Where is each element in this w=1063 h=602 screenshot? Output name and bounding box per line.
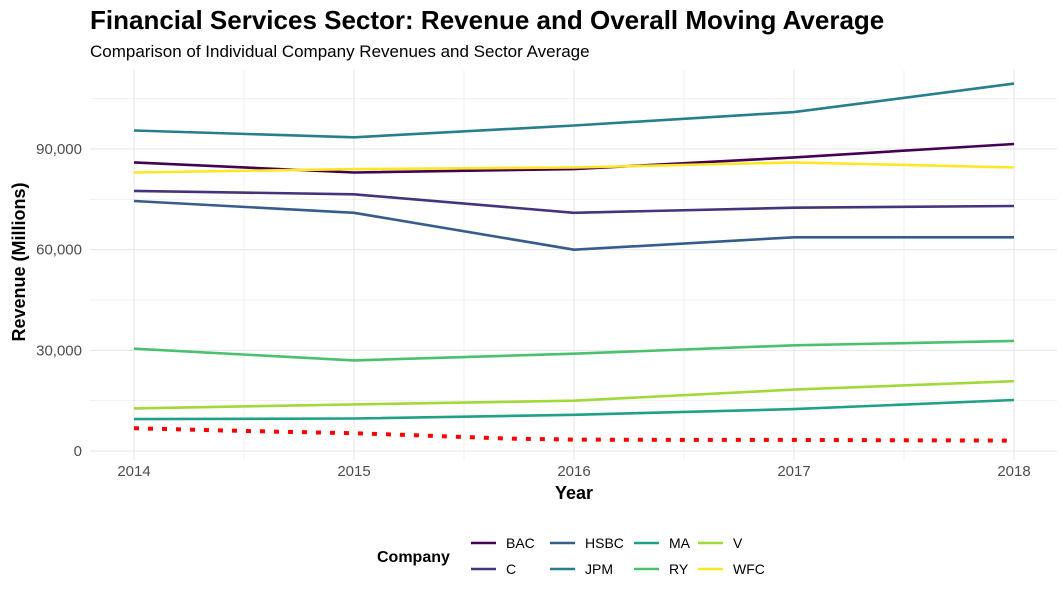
legend-label-wfc: WFC [733,561,765,577]
chart-title: Financial Services Sector: Revenue and O… [90,5,884,35]
x-tick-label: 2016 [557,463,590,480]
axis-ticks: 0 30,000 60,000 90,000 2014 2015 2016 2017 2018 [36,141,1031,480]
x-axis-title: Year [555,483,593,503]
x-tick-label: 2015 [337,463,370,480]
y-tick-label: 60,000 [36,242,82,259]
chart-subtitle: Comparison of Individual Company Revenue… [90,42,590,61]
x-tick-label: 2014 [117,463,150,480]
y-tick-label: 30,000 [36,342,82,359]
series-line-ma [133,398,1015,421]
legend-label-bac: BAC [506,535,535,551]
series-lines [133,82,1015,421]
legend-label-c: C [506,561,516,577]
series-line-hsbc [133,199,1014,251]
y-axis-title: Revenue (Millions) [9,182,29,341]
legend: Company BAC C HSBC JPM MA RY V WFC [377,535,765,577]
series-line-c [133,189,1015,215]
legend-title: Company [377,549,450,566]
legend-label-hsbc: HSBC [585,535,624,551]
x-tick-label: 2017 [777,463,810,480]
x-tick-label: 2018 [997,463,1030,480]
series-line-ry [133,339,1015,362]
legend-label-jpm: JPM [585,561,613,577]
series-line-wfc [133,161,1015,174]
legend-label-v: V [733,535,743,551]
moving-average-line [133,426,1015,443]
series-line-jpm [133,82,1015,139]
moving-average-layer [133,426,1015,443]
series-line-v [133,379,1015,410]
y-tick-label: 90,000 [36,141,82,158]
legend-label-ry: RY [669,561,689,577]
y-tick-label: 0 [74,443,82,460]
legend-label-ma: MA [669,535,691,551]
